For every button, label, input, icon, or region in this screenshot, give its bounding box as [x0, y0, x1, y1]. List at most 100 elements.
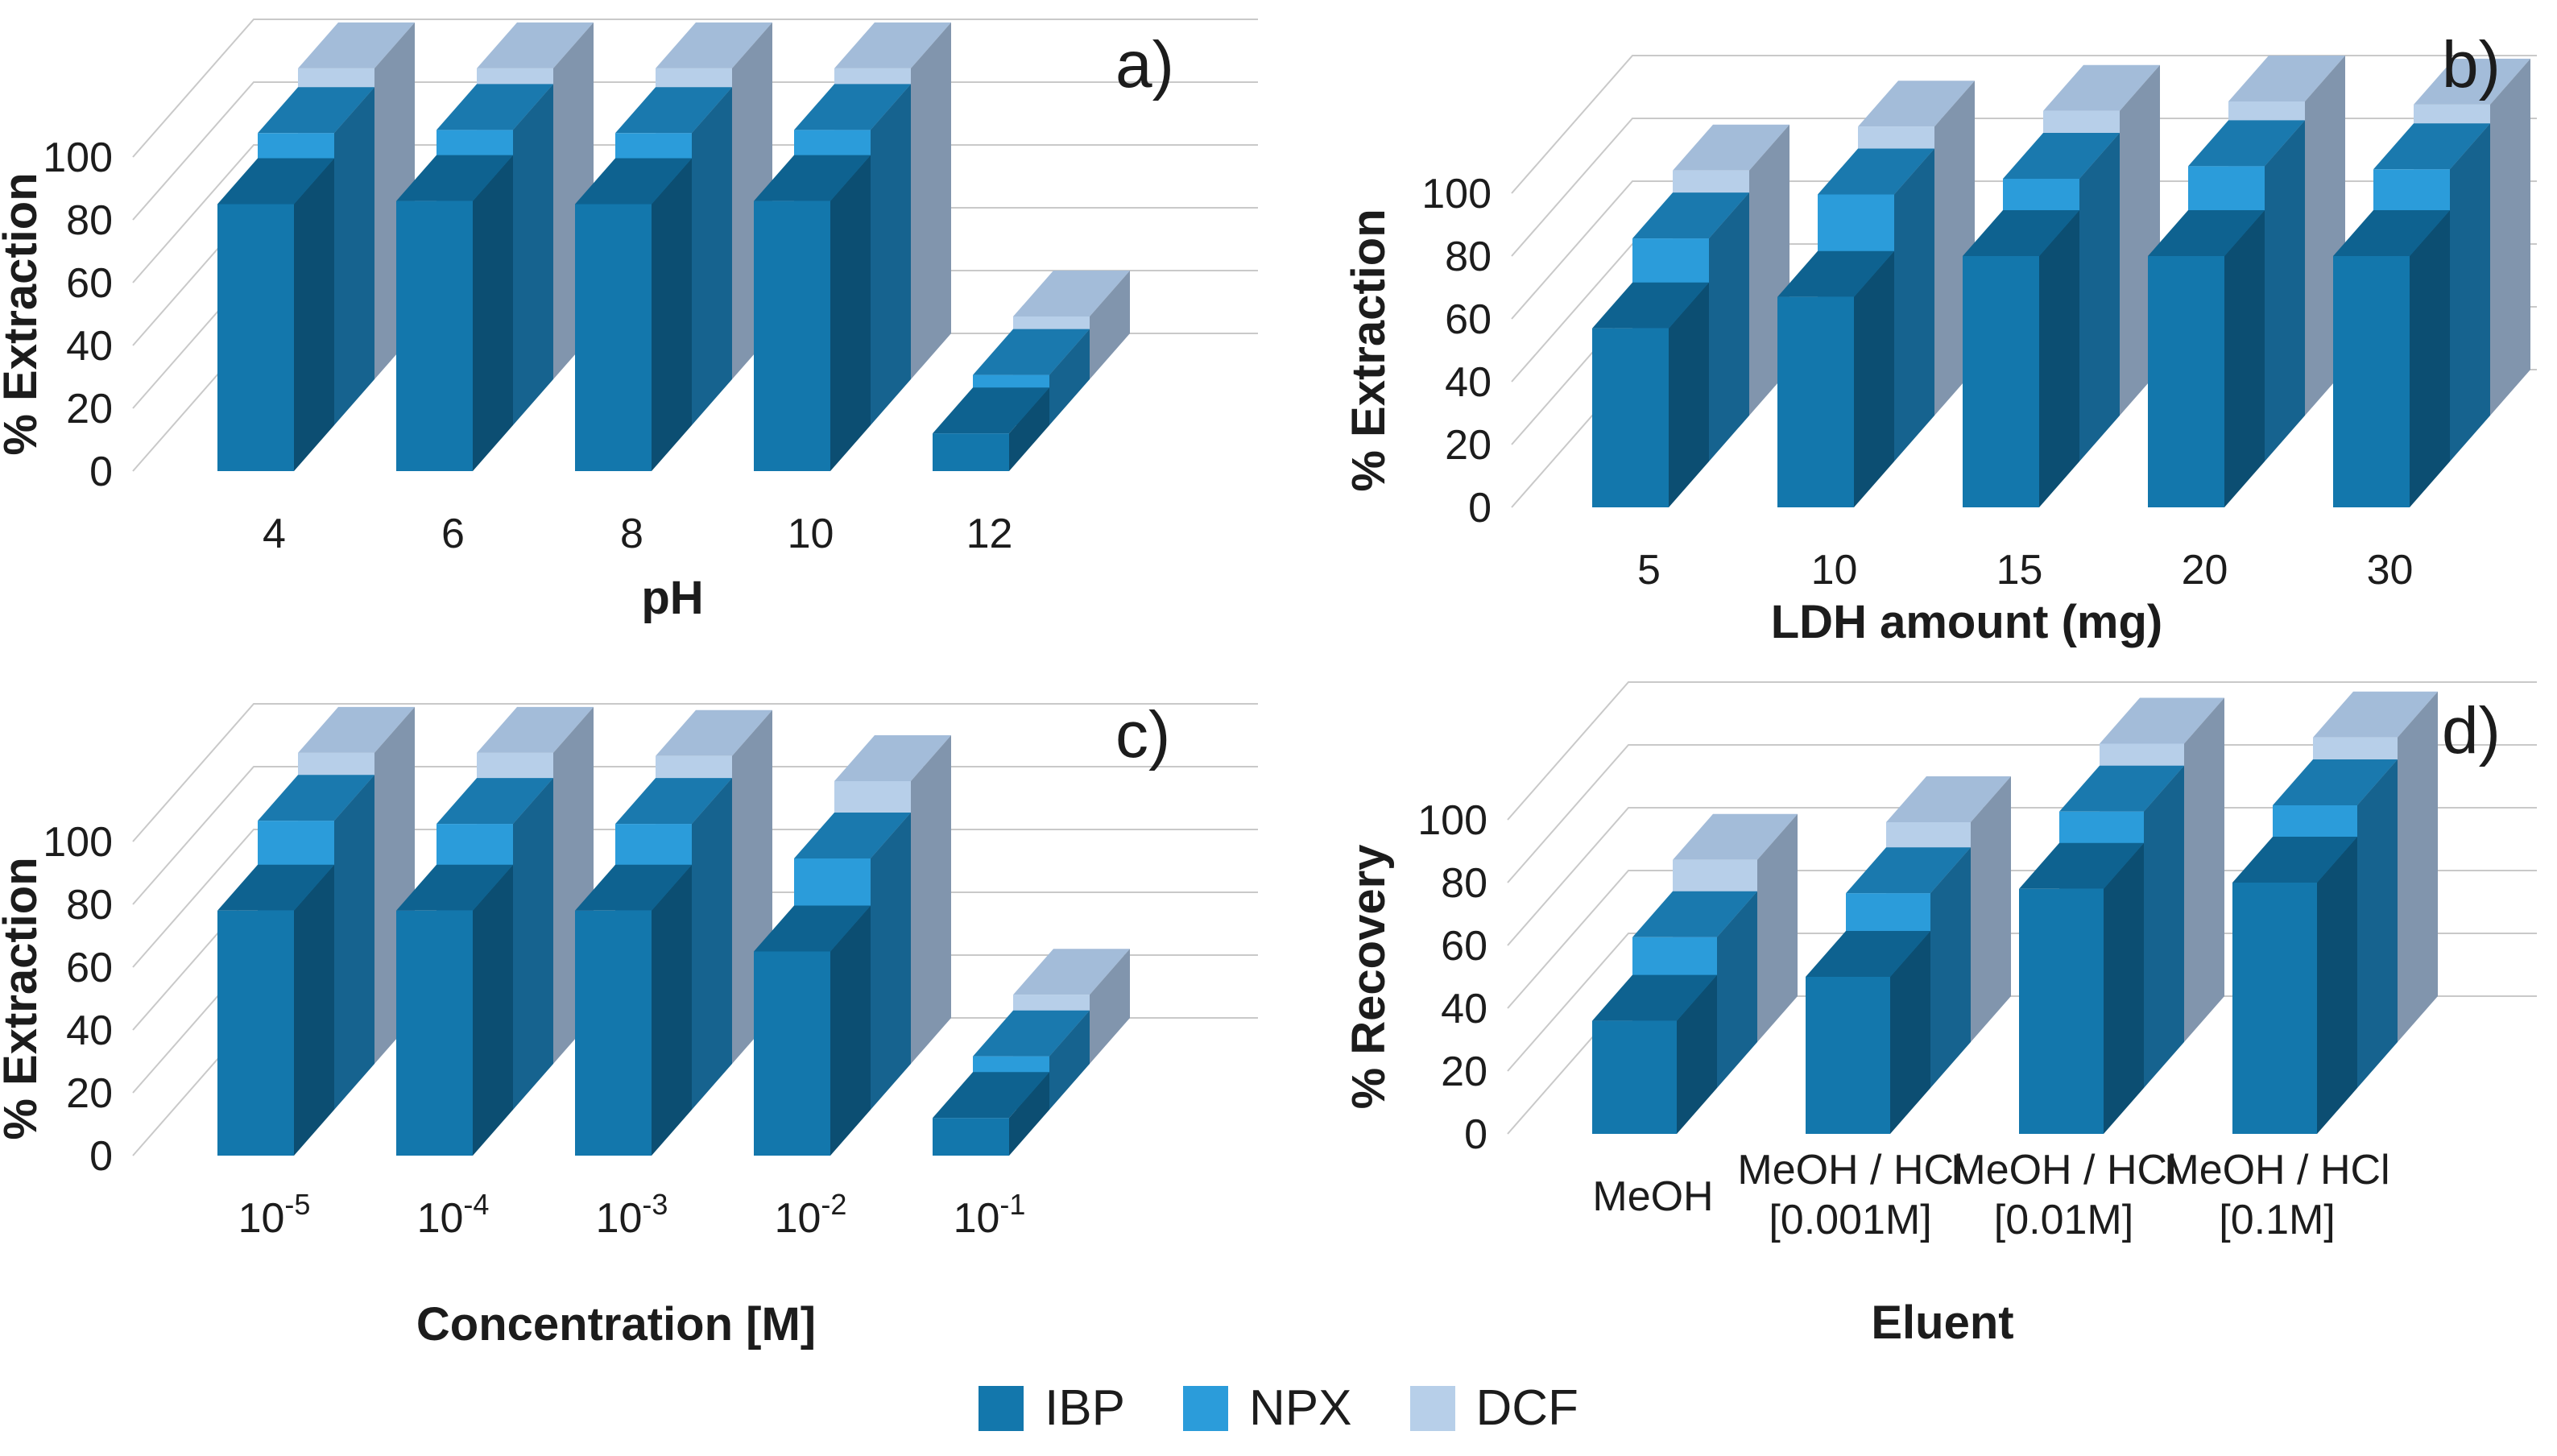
bar-IBP-1 [396, 155, 513, 471]
category-label: 10 [788, 511, 834, 557]
y-axis-title: % Extraction [1343, 209, 1395, 491]
gridline [1507, 744, 2537, 883]
plot-area: 0 20 40 60 80 100 10-5 10-4 10-3 10-2 10-1 Concentr… [0, 698, 1258, 1351]
panel-letter: a) [1115, 28, 1174, 101]
y-tick-label: 60 [66, 945, 113, 991]
panel-letter: c) [1115, 698, 1170, 771]
y-tick-label: 40 [1441, 986, 1487, 1032]
legend-label-ibp: IBP [1045, 1380, 1126, 1436]
legend-label-dcf: DCF [1475, 1380, 1578, 1436]
bar-IBP-3 [2148, 210, 2265, 507]
y-axis-title: % Extraction [0, 857, 47, 1140]
chart-panel-a: 0 20 40 60 80 100 4 6 8 10 12 pH % Extraction a) [0, 0, 1278, 668]
legend-swatch-npx-icon [1183, 1386, 1229, 1431]
category-label: 30 [2367, 547, 2414, 594]
y-axis-title: % Recovery [1343, 845, 1395, 1110]
category-label: [0.01M] [1994, 1197, 2133, 1243]
gridline [1507, 681, 2537, 821]
y-tick-label: 0 [89, 1133, 113, 1180]
y-tick-label: 20 [66, 1070, 113, 1117]
legend-swatch-dcf-icon [1409, 1386, 1455, 1431]
category-label: MeOH / HCl [2164, 1147, 2389, 1193]
bar-IBP-3 [754, 155, 871, 471]
legend-item-npx: NPX [1183, 1380, 1352, 1436]
x-axis-title: Concentration [M] [416, 1298, 816, 1351]
y-tick-label: 100 [1417, 797, 1487, 844]
bar-IBP-0 [1592, 974, 1717, 1134]
x-axis-title: pH [641, 572, 703, 624]
gridline [132, 19, 1258, 158]
category-label: 4 [263, 511, 286, 557]
bar-IBP-1 [1806, 931, 1930, 1134]
category-label: 10-4 [417, 1188, 490, 1242]
bar-IBP-4 [933, 387, 1049, 471]
category-label: 20 [2182, 547, 2228, 594]
gridline [1507, 870, 2537, 1009]
bar-IBP-0 [1592, 282, 1709, 507]
gridline [1507, 807, 2537, 946]
category-label: MeOH / HCl [1737, 1147, 1963, 1193]
bar-IBP-1 [396, 864, 513, 1156]
chart-legend: IBP NPX DCF [0, 1361, 2557, 1456]
x-axis-title: LDH amount (mg) [1771, 596, 2163, 648]
y-tick-label: 80 [66, 197, 113, 244]
chart-panel-c: 0 20 40 60 80 100 10-5 10-4 10-3 10-2 10-1 Concentr… [0, 668, 1278, 1361]
y-tick-label: 0 [1468, 485, 1492, 532]
y-tick-label: 40 [66, 1007, 113, 1054]
y-tick-label: 20 [66, 386, 113, 432]
category-label: 10-2 [775, 1188, 847, 1242]
y-tick-label: 80 [1445, 234, 1492, 280]
y-tick-label: 100 [1421, 171, 1492, 217]
y-tick-label: 80 [66, 882, 113, 929]
category-label: 6 [441, 511, 465, 557]
category-label: [0.001M] [1769, 1197, 1931, 1243]
category-label: 15 [1996, 547, 2043, 594]
y-tick-label: 60 [1445, 296, 1492, 343]
bar-IBP-1 [1777, 250, 1894, 507]
bar-IBP-2 [575, 158, 692, 471]
category-label: 10-5 [238, 1188, 311, 1242]
bar-IBP-0 [217, 864, 334, 1156]
category-label: MeOH [1592, 1173, 1713, 1220]
category-label: 10-3 [596, 1188, 668, 1242]
y-tick-label: 60 [1441, 923, 1487, 970]
y-tick-label: 40 [1445, 359, 1492, 406]
bar-IBP-2 [2019, 842, 2144, 1134]
y-tick-label: 0 [89, 449, 113, 495]
y-axis-title: % Extraction [0, 172, 47, 455]
panel-letter: d) [2442, 694, 2501, 767]
bar-IBP-0 [217, 158, 334, 471]
bar-IBP-2 [575, 864, 692, 1156]
category-label: [0.1M] [2219, 1197, 2336, 1243]
bar-IBP-3 [754, 905, 871, 1156]
bar-IBP-4 [2333, 210, 2450, 507]
panel-letter: b) [2442, 28, 2501, 101]
legend-item-ibp: IBP [979, 1384, 1125, 1433]
chart-panel-d: 0 20 40 60 80 100 MeOH MeOH / HCl [0.001M] MeOH /… [1278, 668, 2557, 1361]
chart-panel-b: 0 20 40 60 80 100 5 10 15 20 30 LDH amount (mg) % Ex… [1278, 0, 2557, 668]
plot-area: 0 20 40 60 80 100 5 10 15 20 30 LDH amount (mg) % Ex… [1343, 28, 2537, 648]
bar-IBP-3 [2232, 837, 2357, 1134]
legend-item-dcf: DCF [1409, 1380, 1578, 1436]
y-tick-label: 100 [43, 134, 113, 181]
legend-label-npx: NPX [1249, 1380, 1352, 1436]
category-label: 8 [620, 511, 643, 557]
bar-IBP-2 [1963, 210, 2079, 507]
category-label: 12 [966, 511, 1013, 557]
x-axis-title: Eluent [1871, 1297, 2013, 1349]
y-tick-label: 60 [66, 260, 113, 307]
y-tick-label: 80 [1441, 860, 1487, 907]
y-tick-label: 20 [1445, 422, 1492, 469]
category-label: 10-1 [954, 1188, 1026, 1242]
y-tick-label: 0 [1464, 1111, 1487, 1158]
y-tick-label: 20 [1441, 1049, 1487, 1095]
legend-swatch-ibp-icon [979, 1386, 1024, 1431]
bar-IBP-4 [933, 1072, 1049, 1156]
y-tick-label: 40 [66, 323, 113, 370]
gridline [1511, 55, 2537, 194]
category-label: 5 [1637, 547, 1661, 594]
gridline [132, 703, 1258, 842]
category-label: MeOH / HCl [1951, 1147, 2176, 1193]
plot-area: 0 20 40 60 80 100 4 6 8 10 12 pH % Extraction a) [0, 19, 1258, 624]
